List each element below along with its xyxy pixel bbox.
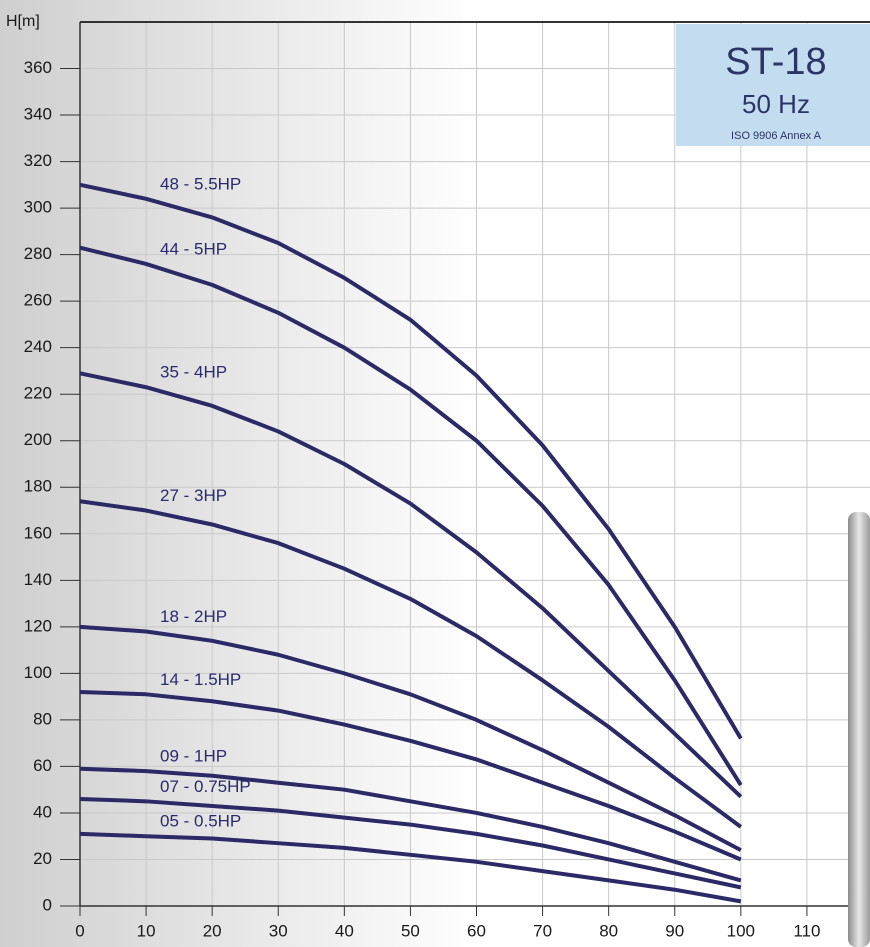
curve-label: 07 - 0.75HP bbox=[160, 777, 251, 796]
y-tick-label: 220 bbox=[24, 384, 52, 403]
curve-label: 05 - 0.5HP bbox=[160, 812, 241, 831]
y-tick-label: 280 bbox=[24, 244, 52, 263]
y-tick-label: 80 bbox=[33, 709, 52, 728]
x-tick-label: 30 bbox=[269, 921, 288, 940]
y-tick-label: 100 bbox=[24, 663, 52, 682]
curve bbox=[79, 766, 742, 883]
badge-standard: ISO 9906 Annex A bbox=[731, 130, 822, 142]
y-tick-label: 60 bbox=[33, 756, 52, 775]
y-tick-label: 140 bbox=[24, 570, 52, 589]
curve-label: 44 - 5HP bbox=[160, 239, 227, 258]
y-tick-label: 180 bbox=[24, 477, 52, 496]
y-tick-label: 160 bbox=[24, 523, 52, 542]
curve-label: 27 - 3HP bbox=[160, 486, 227, 505]
curve bbox=[79, 624, 742, 852]
curve bbox=[79, 831, 742, 904]
curve bbox=[79, 499, 743, 829]
curve bbox=[79, 245, 743, 787]
badge-box bbox=[676, 24, 870, 146]
curve-label: 14 - 1.5HP bbox=[160, 670, 241, 689]
y-tick-label: 120 bbox=[24, 616, 52, 635]
curve bbox=[79, 689, 742, 862]
y-axis-label: H[m] bbox=[6, 13, 40, 30]
curve bbox=[79, 796, 742, 890]
x-tick-label: 70 bbox=[533, 921, 552, 940]
x-tick-label: 100 bbox=[727, 921, 755, 940]
curve bbox=[79, 182, 743, 740]
y-tick-label: 240 bbox=[24, 337, 52, 356]
grid: 0204060801001201401601802002202402602803… bbox=[24, 21, 870, 940]
x-tick-label: 50 bbox=[401, 921, 420, 940]
y-tick-label: 0 bbox=[43, 895, 52, 914]
y-tick-label: 200 bbox=[24, 430, 52, 449]
curve-label: 09 - 1HP bbox=[160, 747, 227, 766]
plot: 48 - 5.5HP 44 - 5HP 35 - 4HP 27 - 3HP 18 - 2… bbox=[79, 174, 743, 904]
curve-label: 35 - 4HP bbox=[160, 363, 227, 382]
x-tick-label: 40 bbox=[335, 921, 354, 940]
curve-label: 18 - 2HP bbox=[160, 607, 227, 626]
x-tick-label: 90 bbox=[665, 921, 684, 940]
y-tick-label: 340 bbox=[24, 105, 52, 124]
curve-label: 48 - 5.5HP bbox=[160, 174, 241, 193]
x-tick-label: 10 bbox=[137, 921, 156, 940]
x-tick-label: 20 bbox=[203, 921, 222, 940]
x-tick-label: 110 bbox=[793, 921, 820, 940]
y-tick-label: 300 bbox=[24, 198, 52, 217]
x-tick-label: 0 bbox=[75, 921, 84, 940]
y-tick-label: 40 bbox=[33, 802, 52, 821]
pump-image bbox=[848, 512, 870, 947]
curve bbox=[79, 371, 743, 799]
x-tick-label: 60 bbox=[467, 921, 486, 940]
x-tick-label: 80 bbox=[599, 921, 618, 940]
y-tick-label: 260 bbox=[24, 291, 52, 310]
badge-title: ST-18 bbox=[725, 41, 826, 83]
y-tick-label: 320 bbox=[24, 151, 52, 170]
y-tick-label: 360 bbox=[24, 58, 52, 77]
y-tick-label: 20 bbox=[33, 849, 52, 868]
badge-frequency: 50 Hz bbox=[742, 89, 810, 119]
